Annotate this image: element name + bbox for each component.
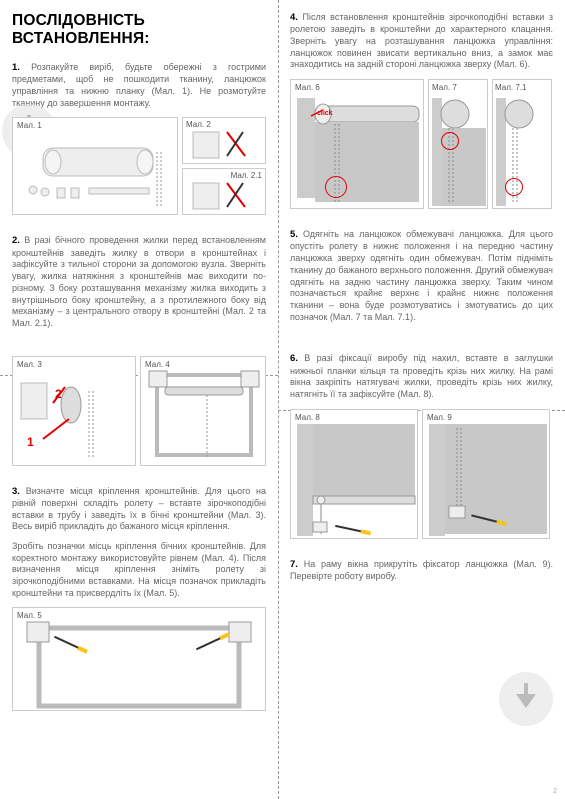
right-column: 4. Після встановлення кронштейнів зірочк… <box>278 0 565 721</box>
figure-6: Мал. 6 click <box>290 79 424 209</box>
figure-label: Мал. 4 <box>145 360 170 369</box>
figure-label: Мал. 1 <box>17 121 42 130</box>
step-text: Після встановлення кронштейнів зірочкопо… <box>290 12 553 69</box>
diagram-icon <box>291 410 419 540</box>
callout-number: 2 <box>55 387 62 401</box>
diagram-icon <box>291 80 425 210</box>
step-number: 6. <box>290 353 298 364</box>
figure-9: Мал. 9 <box>422 409 550 539</box>
diagram-icon <box>13 357 137 467</box>
figure-2: Мал. 2 <box>182 117 266 164</box>
diagram-icon <box>141 357 267 467</box>
step-text: В разі фіксації виробу під нахил, вставт… <box>290 353 553 399</box>
figure-label: Мал. 5 <box>17 611 42 620</box>
step-number: 1. <box>12 62 20 73</box>
figure-1: Мал. 1 <box>12 117 178 215</box>
watermark-icon <box>499 672 553 726</box>
step-number: 2. <box>12 235 20 246</box>
figure-label: Мал. 7.1 <box>495 83 526 92</box>
figure-8: Мал. 8 <box>290 409 418 539</box>
page-number: 2 <box>553 788 557 795</box>
step-7: 7. На раму вікна прикрутіть фіксатор лан… <box>290 559 553 583</box>
callout-number: 1 <box>27 435 34 449</box>
highlight-circle-icon <box>505 178 523 196</box>
step-number: 5. <box>290 229 298 240</box>
step-text: Розпакуйте виріб, будьте обережні з гост… <box>12 62 266 108</box>
step-text: Зробіть позначки місць кріплення бічних … <box>12 541 266 598</box>
step-3b: Зробіть позначки місць кріплення бічних … <box>12 541 266 599</box>
figure-label: Мал. 9 <box>427 413 452 422</box>
step-5: 5. Одягніть на ланцюжок обмежувачі ланцю… <box>290 229 553 323</box>
figure-4: Мал. 4 <box>140 356 266 466</box>
figure-label: Мал. 3 <box>17 360 42 369</box>
step-text: Визначте місця кріплення кронштейнів. Дл… <box>12 486 266 532</box>
step-text: Одягніть на ланцюжок обмежувачі ланцюжка… <box>290 229 553 321</box>
step-1: 1. Розпакуйте виріб, будьте обережні з г… <box>12 62 266 109</box>
diagram-icon <box>493 80 553 210</box>
figure-2-1: Мал. 2.1 <box>182 168 266 215</box>
figure-5: Мал. 5 <box>12 607 266 711</box>
highlight-circle-icon <box>441 132 459 150</box>
figure-7: Мал. 7 <box>428 79 488 209</box>
page-title: ПОСЛІДОВНІСТЬ ВСТАНОВЛЕННЯ: <box>12 12 266 48</box>
diagram-icon <box>13 608 267 712</box>
figure-label: Мал. 6 <box>295 83 320 92</box>
figure-3: Мал. 3 2 1 <box>12 356 136 466</box>
step-number: 7. <box>290 559 298 570</box>
click-label: click <box>317 110 333 117</box>
diagram-icon <box>13 118 179 216</box>
highlight-circle-icon <box>325 176 347 198</box>
step-number: 3. <box>12 486 20 497</box>
figure-label: Мал. 8 <box>295 413 320 422</box>
step-number: 4. <box>290 12 298 23</box>
step-3a: 3. Визначте місця кріплення кронштейнів.… <box>12 486 266 533</box>
figure-7-1: Мал. 7.1 <box>492 79 552 209</box>
step-4: 4. Після встановлення кронштейнів зірочк… <box>290 12 553 71</box>
step-2: 2. В разі бічного проведення жилки перед… <box>12 235 266 329</box>
diagram-icon <box>429 80 489 210</box>
step-text: На раму вікна прикрутіть фіксатор ланцюж… <box>290 559 553 581</box>
figure-label: Мал. 7 <box>432 83 457 92</box>
figure-label: Мал. 2 <box>186 120 211 129</box>
step-6: 6. В разі фіксації виробу під нахил, вст… <box>290 353 553 400</box>
figure-label: Мал. 2.1 <box>231 171 262 180</box>
divider-vertical <box>278 0 279 799</box>
step-text: В разі бічного проведення жилки перед вс… <box>12 235 266 327</box>
